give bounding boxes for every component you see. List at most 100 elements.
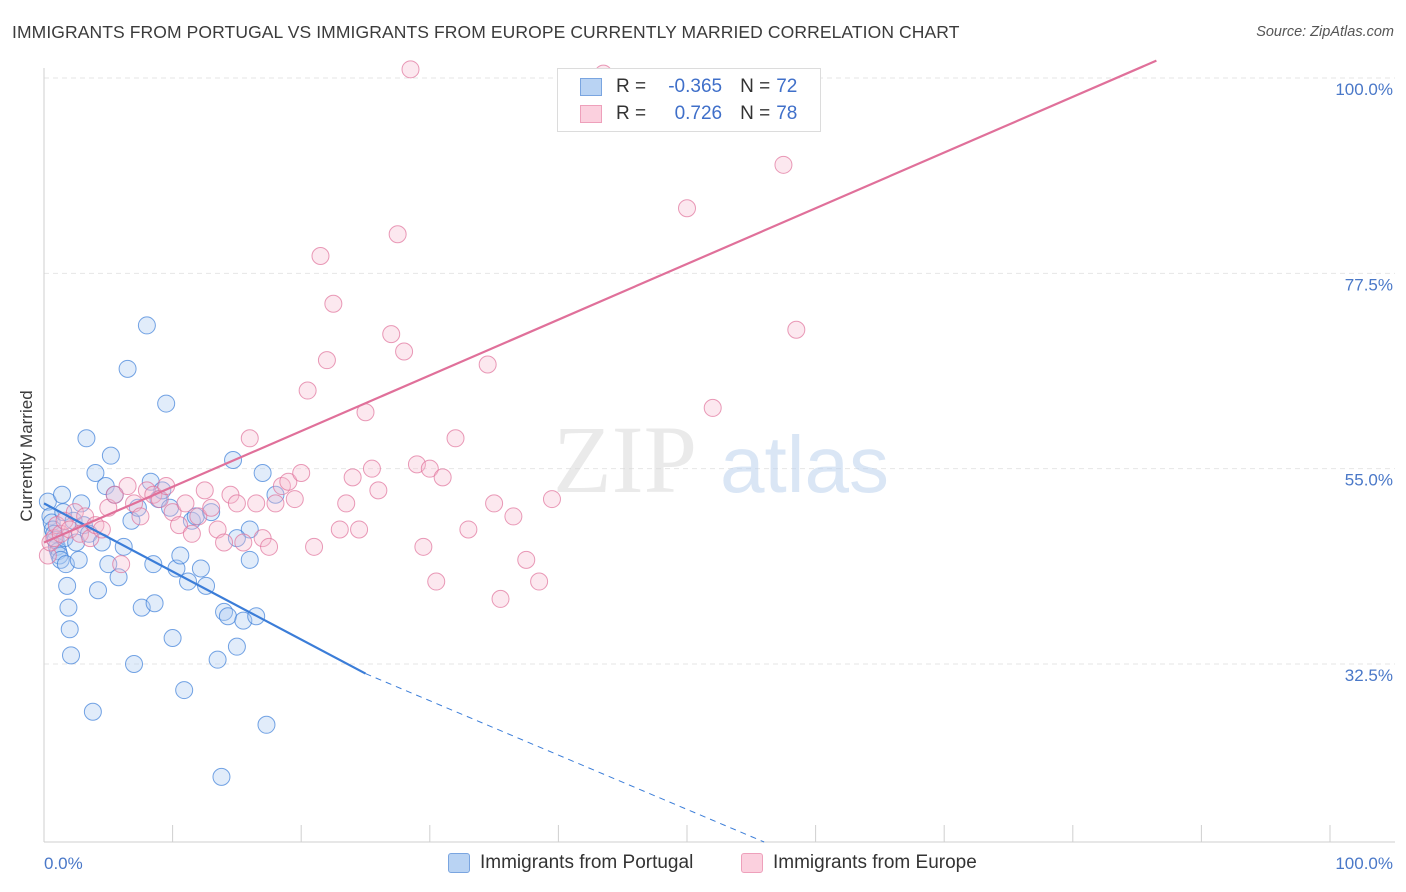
point-europe	[362, 459, 381, 478]
point-portugal	[77, 429, 96, 448]
point-europe	[446, 429, 465, 448]
legend-item-europe[interactable]: Immigrants from Europe	[741, 852, 977, 874]
trend-line-europe	[43, 59, 1157, 544]
point-europe	[298, 381, 317, 400]
point-portugal	[157, 394, 176, 413]
point-europe	[459, 520, 478, 539]
point-portugal	[175, 681, 194, 700]
trend-line-portugal	[43, 502, 367, 675]
point-europe	[189, 507, 208, 526]
point-europe	[163, 503, 182, 522]
point-portugal	[218, 607, 237, 626]
point-portugal	[62, 646, 81, 665]
point-portugal	[227, 637, 246, 656]
point-europe	[382, 325, 401, 344]
point-portugal	[145, 594, 164, 613]
point-portugal	[163, 628, 182, 647]
y-tick-label: 77.5%	[1345, 275, 1393, 294]
point-europe	[433, 468, 452, 487]
point-portugal	[257, 715, 276, 734]
legend-r-value: -0.365	[668, 76, 723, 97]
point-portugal	[67, 533, 86, 552]
point-europe	[112, 555, 131, 574]
legend-r-label: R =	[616, 76, 647, 97]
legend-n-value: 72	[776, 76, 798, 97]
series-legend: Immigrants from Portugal Immigrants from…	[0, 852, 1406, 878]
point-europe	[774, 155, 793, 174]
point-portugal	[89, 581, 108, 600]
point-europe	[176, 494, 195, 513]
point-europe	[787, 320, 806, 339]
legend-r-label: R =	[616, 103, 647, 124]
point-europe	[131, 507, 150, 526]
point-europe	[92, 520, 111, 539]
point-europe	[395, 342, 414, 361]
point-europe	[420, 459, 439, 478]
point-portugal	[118, 359, 137, 378]
legend-n-value: 78	[776, 103, 798, 124]
point-portugal	[240, 550, 259, 569]
legend-row-europe: R = 0.726 N = 78	[580, 101, 797, 127]
point-portugal	[83, 702, 102, 721]
point-europe	[182, 524, 201, 543]
point-europe	[260, 537, 279, 556]
point-portugal	[171, 546, 190, 565]
point-europe	[401, 60, 420, 79]
point-europe	[427, 572, 446, 591]
point-europe	[491, 589, 510, 608]
point-europe	[285, 490, 304, 509]
y-tick-label: 100.0%	[1335, 80, 1393, 99]
y-tick-label: 55.0%	[1345, 471, 1393, 490]
point-europe	[678, 199, 696, 218]
point-europe	[311, 246, 330, 265]
y-axis-label: Currently Married	[17, 390, 36, 521]
point-europe	[170, 516, 189, 535]
point-europe	[504, 507, 523, 526]
point-portugal	[125, 655, 144, 674]
legend-swatch-blue	[580, 78, 602, 96]
point-europe	[118, 477, 137, 496]
point-europe	[517, 550, 536, 569]
point-portugal	[191, 559, 210, 578]
point-portugal	[60, 620, 79, 639]
point-europe	[240, 429, 259, 448]
x-tick-label: 0.0%	[44, 854, 83, 873]
point-europe	[227, 494, 246, 513]
point-portugal	[240, 520, 259, 539]
source-label: Source: ZipAtlas.com	[1256, 24, 1394, 40]
point-portugal	[253, 464, 272, 483]
point-portugal	[122, 511, 141, 530]
point-europe	[478, 355, 497, 374]
stats-legend: R = -0.365 N = 72 R = 0.726 N = 78	[557, 68, 821, 132]
point-portugal	[208, 650, 227, 669]
chart-title: IMMIGRANTS FROM PORTUGAL VS IMMIGRANTS F…	[12, 22, 960, 42]
point-europe	[247, 494, 266, 513]
legend-n-label: N =	[740, 76, 771, 97]
point-europe	[202, 498, 221, 517]
point-europe	[414, 537, 433, 556]
point-europe	[279, 472, 298, 491]
point-europe	[542, 490, 561, 509]
x-tick-label: 100.0%	[1335, 854, 1393, 873]
trend-extension-portugal	[365, 673, 765, 843]
point-portugal	[101, 446, 120, 465]
watermark-zip: ZIP	[553, 406, 697, 513]
point-europe	[234, 533, 253, 552]
point-europe	[337, 494, 356, 513]
point-portugal	[212, 767, 231, 786]
point-europe	[292, 464, 311, 483]
legend-item-portugal[interactable]: Immigrants from Portugal	[448, 852, 693, 874]
point-europe	[703, 398, 722, 417]
legend-label-europe: Immigrants from Europe	[773, 852, 977, 873]
point-portugal	[58, 576, 77, 595]
legend-swatch-europe	[741, 853, 763, 873]
legend-row-portugal: R = -0.365 N = 72	[580, 74, 797, 100]
point-europe	[530, 572, 549, 591]
point-portugal	[137, 316, 156, 335]
legend-label-portugal: Immigrants from Portugal	[480, 852, 694, 873]
point-europe	[105, 485, 124, 504]
point-europe	[330, 520, 349, 539]
legend-r-value: 0.726	[674, 103, 723, 124]
legend-swatch-portugal	[448, 853, 470, 873]
